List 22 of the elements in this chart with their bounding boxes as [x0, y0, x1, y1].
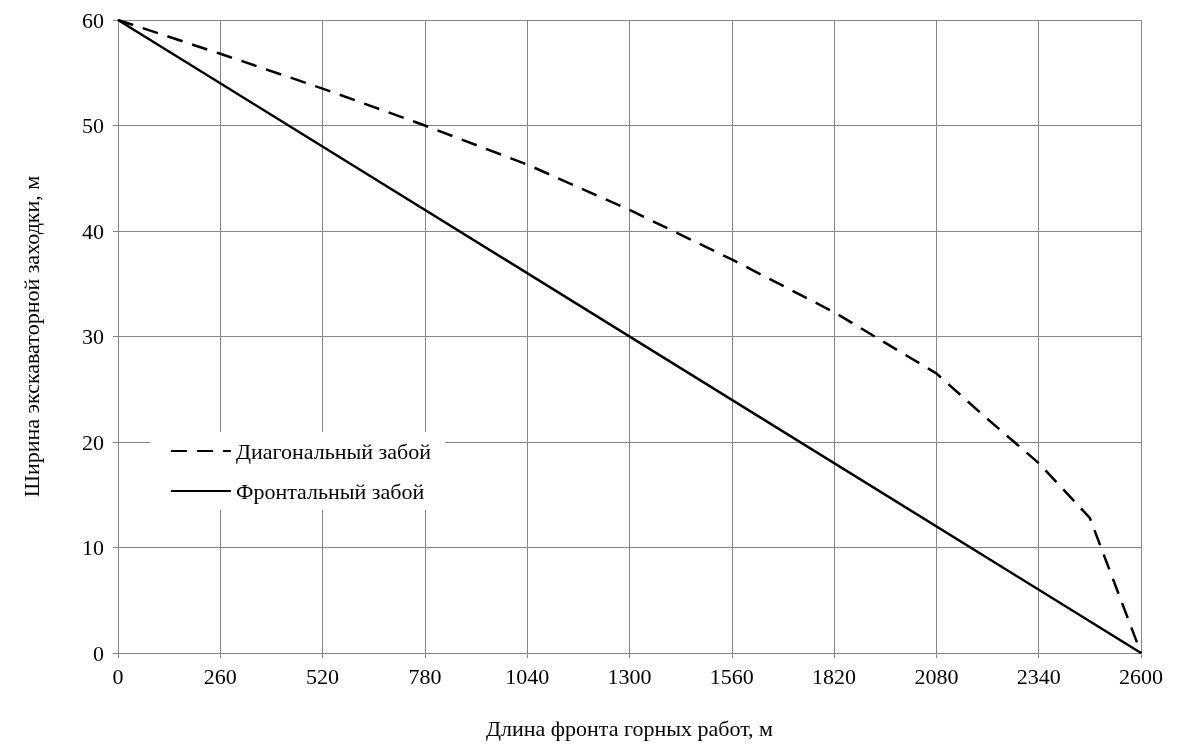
x-tick-label: 1560	[709, 663, 754, 689]
y-tick-label: 10	[82, 535, 104, 560]
x-tick-label: 780	[408, 663, 442, 689]
x-tick-label: 260	[203, 663, 237, 689]
x-tick-label: 2080	[914, 663, 959, 689]
x-tick-label: 0	[112, 663, 124, 689]
x-tick-label: 2600	[1119, 663, 1163, 689]
x-tick-label: 1040	[505, 663, 550, 689]
y-tick-label: 0	[93, 640, 104, 666]
y-tick-label: 60	[82, 7, 104, 33]
x-tick-label: 520	[306, 663, 340, 689]
y-axis-title: Ширина экскаваторной заходки, м	[18, 175, 44, 498]
legend-label: Диагональный забой	[236, 438, 432, 464]
legend-label: Фронтальный забой	[236, 478, 425, 504]
y-tick-label: 40	[82, 218, 104, 244]
x-tick-label: 1300	[607, 663, 652, 689]
x-axis-title: Длина фронта горных работ, м	[485, 715, 774, 741]
x-tick-label: 1820	[812, 663, 857, 689]
x-tick-label: 2340	[1016, 663, 1061, 689]
y-tick-label: 30	[82, 324, 104, 349]
y-tick-label: 20	[82, 429, 104, 455]
y-tick-label: 50	[82, 113, 104, 138]
